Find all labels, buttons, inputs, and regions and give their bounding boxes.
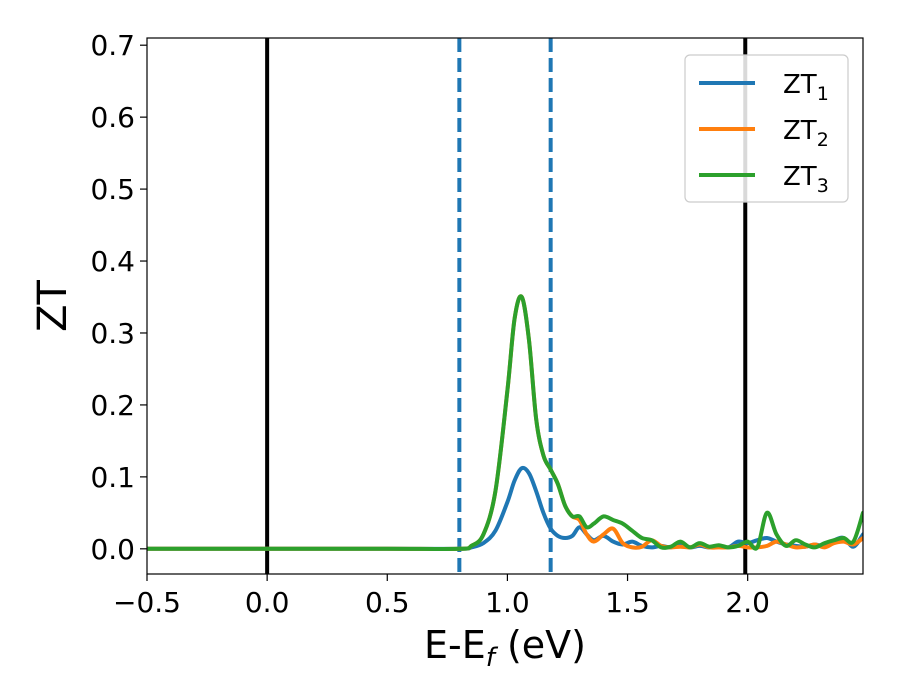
series-group bbox=[147, 294, 863, 552]
y-axis-ticks: 0.0 0.1 0.2 0.3 0.4 0.5 0.6 0.7 bbox=[90, 29, 147, 566]
legend-label-2: ZT2 bbox=[783, 116, 829, 151]
y-axis-title: ZT bbox=[30, 280, 76, 332]
x-tick-label: 0.5 bbox=[365, 586, 410, 619]
x-axis-ticks: −0.5 0.0 0.5 1.0 1.5 2.0 bbox=[113, 574, 770, 619]
y-tick-label: 0.5 bbox=[90, 173, 135, 206]
series-line-1 bbox=[147, 465, 863, 551]
x-axis-title: E-Ef (eV) bbox=[424, 623, 586, 673]
y-tick-label: 0.7 bbox=[90, 29, 135, 62]
legend-label-1: ZT1 bbox=[783, 70, 829, 105]
legend-box bbox=[684, 54, 849, 203]
x-tick-label: 1.5 bbox=[605, 586, 650, 619]
x-axis-title-unit: (eV) bbox=[495, 623, 586, 667]
y-tick-label: 0.0 bbox=[90, 533, 135, 566]
legend: ZT1 ZT2 ZT3 bbox=[684, 54, 849, 203]
y-tick-label: 0.3 bbox=[90, 317, 135, 350]
x-tick-label: 0.0 bbox=[245, 586, 290, 619]
y-tick-label: 0.2 bbox=[90, 389, 135, 422]
axes-frame bbox=[146, 37, 864, 575]
y-tick-label: 0.4 bbox=[90, 245, 135, 278]
y-tick-label: 0.1 bbox=[90, 461, 135, 494]
series-line-3 bbox=[147, 294, 863, 552]
y-tick-label: 0.6 bbox=[90, 101, 135, 134]
legend-label-3: ZT3 bbox=[783, 162, 829, 197]
x-tick-label: −0.5 bbox=[113, 586, 181, 619]
x-tick-label: 1.0 bbox=[485, 586, 530, 619]
reference-lines bbox=[265, 38, 748, 574]
x-axis-title-main: E-E bbox=[424, 623, 486, 667]
x-tick-label: 2.0 bbox=[725, 586, 770, 619]
